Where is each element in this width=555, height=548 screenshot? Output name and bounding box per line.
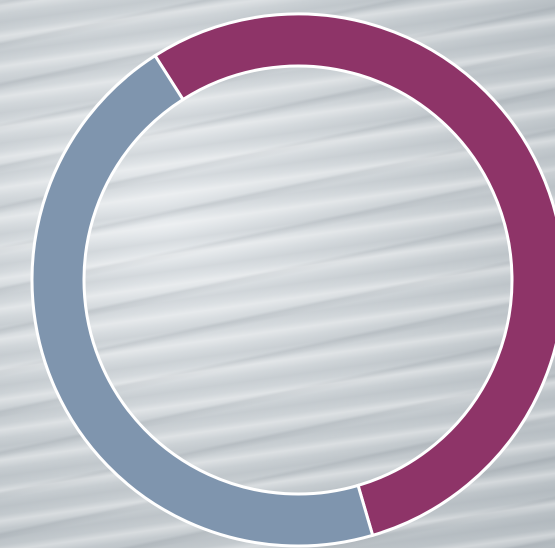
donut-segment (153, 12, 555, 538)
donut-segment (30, 53, 375, 548)
